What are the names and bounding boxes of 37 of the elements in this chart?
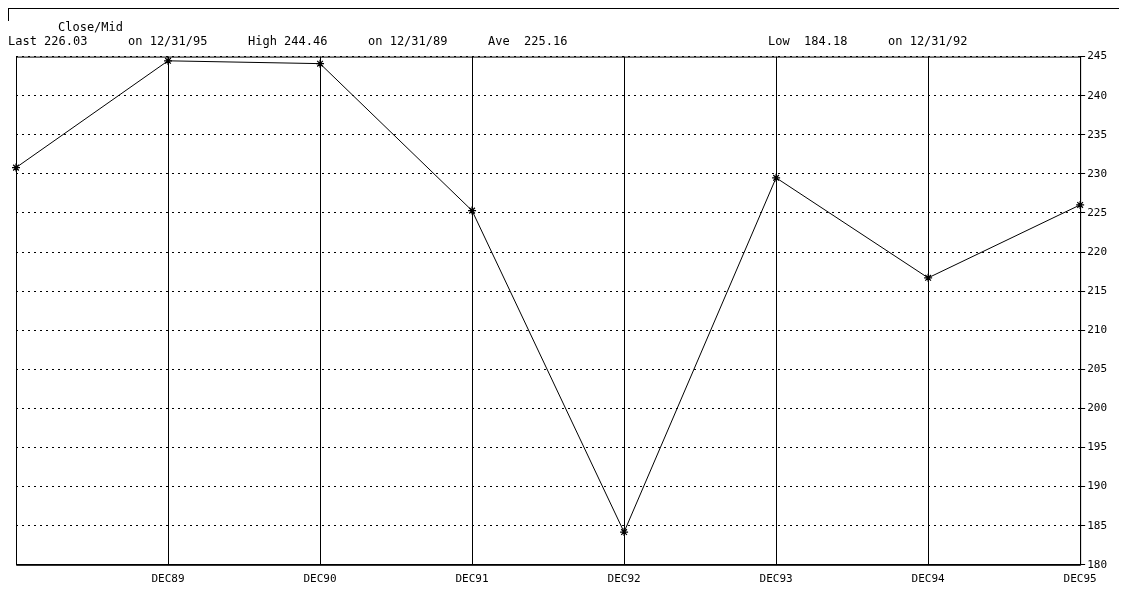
y-tick-label: 190 bbox=[1087, 479, 1108, 493]
y-tick-label: 230 bbox=[1087, 166, 1108, 180]
x-tick-label: DEC92 bbox=[607, 572, 641, 586]
chart-title: Close/Mid bbox=[58, 20, 124, 34]
point bbox=[923, 273, 933, 283]
text: on 12/31/92 bbox=[888, 34, 968, 48]
y-tick-label: 180 bbox=[1087, 557, 1108, 571]
y-tick-label: 235 bbox=[1087, 127, 1108, 141]
y-tick-label: 185 bbox=[1087, 518, 1108, 532]
text: High 244.46 bbox=[248, 34, 328, 48]
x-tick-label: DEC94 bbox=[911, 572, 946, 586]
x-tick-label: DEC91 bbox=[455, 572, 489, 586]
point bbox=[315, 59, 325, 69]
text: Low 184.18 bbox=[768, 34, 848, 48]
y-tick-label: 215 bbox=[1087, 284, 1108, 298]
y-tick-label: 245 bbox=[1087, 49, 1108, 63]
text: Last 226.03 bbox=[8, 34, 88, 48]
text: Ave 225.16 bbox=[488, 34, 568, 48]
y-tick-label: 195 bbox=[1087, 440, 1108, 454]
point bbox=[771, 173, 781, 183]
x-tick-label: DEC89 bbox=[151, 572, 185, 586]
y-tick-label: 220 bbox=[1087, 244, 1108, 258]
point bbox=[1075, 200, 1085, 210]
y-tick-label: 200 bbox=[1087, 401, 1108, 415]
point bbox=[467, 206, 477, 216]
point bbox=[163, 56, 173, 66]
y-tick-label: 205 bbox=[1087, 362, 1108, 376]
y-tick-label: 210 bbox=[1087, 323, 1108, 337]
text: on 12/31/95 bbox=[128, 34, 208, 48]
point bbox=[619, 527, 629, 537]
point bbox=[11, 163, 21, 173]
y-tick-label: 240 bbox=[1087, 88, 1108, 102]
y-tick-label: 225 bbox=[1087, 205, 1108, 219]
x-tick-label: DEC93 bbox=[759, 572, 793, 586]
x-tick-label: DEC90 bbox=[303, 572, 337, 586]
x-tick-label: DEC95 bbox=[1063, 572, 1097, 586]
text: on 12/31/89 bbox=[368, 34, 448, 48]
